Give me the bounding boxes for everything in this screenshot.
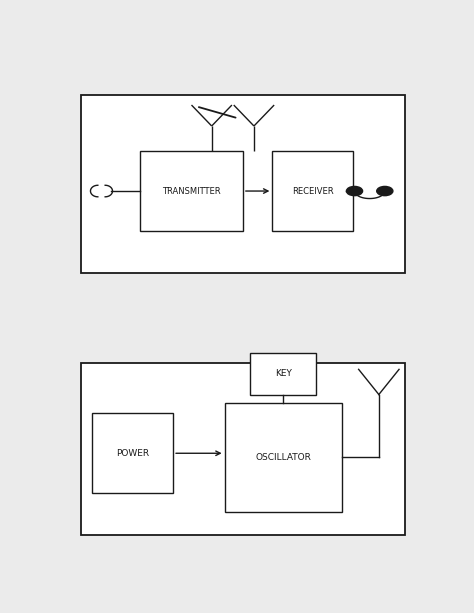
Text: TRANSMITTER: TRANSMITTER xyxy=(162,186,221,196)
Bar xyxy=(82,94,404,273)
Text: RECEIVER: RECEIVER xyxy=(292,186,334,196)
Bar xyxy=(250,352,316,395)
Circle shape xyxy=(346,186,363,196)
Text: OSCILLATOR: OSCILLATOR xyxy=(255,453,311,462)
Text: KEY: KEY xyxy=(275,369,292,378)
Text: POWER: POWER xyxy=(116,449,149,458)
Bar xyxy=(82,363,404,535)
Circle shape xyxy=(377,186,393,196)
Bar xyxy=(272,151,353,231)
Bar xyxy=(92,413,173,493)
Bar xyxy=(140,151,243,231)
Bar xyxy=(225,403,342,512)
